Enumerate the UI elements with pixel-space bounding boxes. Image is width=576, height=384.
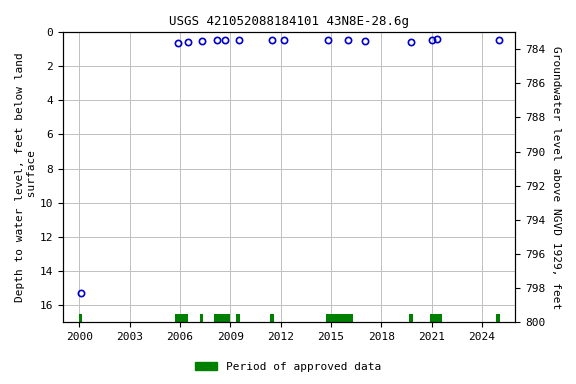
Bar <box>270 314 274 322</box>
Y-axis label: Groundwater level above NGVD 1929, feet: Groundwater level above NGVD 1929, feet <box>551 46 561 309</box>
Bar <box>326 314 353 322</box>
Bar <box>236 314 240 322</box>
Bar <box>430 314 442 322</box>
Bar <box>78 314 82 322</box>
Bar <box>496 314 501 322</box>
Legend: Period of approved data: Period of approved data <box>191 358 385 377</box>
Title: USGS 421052088184101 43N8E-28.6g: USGS 421052088184101 43N8E-28.6g <box>169 15 409 28</box>
Y-axis label: Depth to water level, feet below land
 surface: Depth to water level, feet below land su… <box>15 52 37 302</box>
Bar <box>214 314 230 322</box>
Bar <box>200 314 203 322</box>
Bar <box>409 314 413 322</box>
Bar <box>175 314 188 322</box>
